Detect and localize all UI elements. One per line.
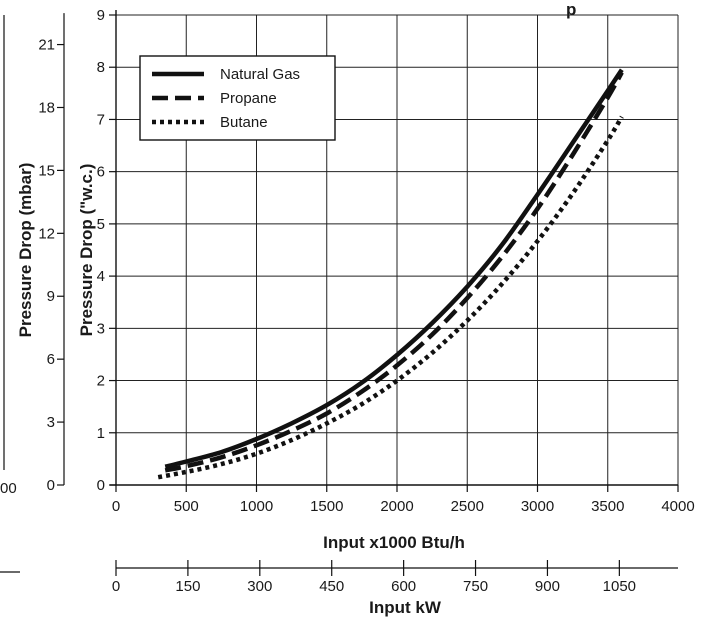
legend-label-natural-gas: Natural Gas (220, 66, 300, 83)
left-partial-tick-label: 00 (0, 480, 17, 497)
x-tick-label: 2500 (451, 498, 484, 515)
x2-tick-label: 750 (463, 578, 488, 595)
series-line-butane (157, 115, 624, 480)
x-tick-label: 4000 (661, 498, 694, 515)
x-tick-label: 1000 (240, 498, 273, 515)
x2-tick-label: 450 (319, 578, 344, 595)
y-tick-label: 8 (97, 59, 105, 76)
x-tick-label: 3500 (591, 498, 624, 515)
chart-axes: 0 500 1000 1500 2000 2500 3000 3500 400001234567… (0, 7, 695, 595)
x2-tick-label: 1050 (603, 578, 636, 595)
y-tick-label: 3 (97, 320, 105, 337)
x-tick-label: 2000 (380, 498, 413, 515)
x2-tick-label: 0 (112, 578, 120, 595)
x2-tick-label: 150 (175, 578, 200, 595)
chart-grid (116, 14, 679, 485)
chart-legend: Natural Gas Propane Butane (139, 55, 336, 141)
series-line-propane (164, 71, 624, 473)
x-tick-label: 500 (174, 498, 199, 515)
y2-tick-label: 21 (38, 37, 55, 54)
x-tick-label: 0 (112, 498, 120, 515)
y-tick-label: 9 (97, 7, 105, 24)
x2-tick-label: 600 (391, 578, 416, 595)
y2-tick-label: 3 (47, 414, 55, 431)
chart-series (157, 68, 624, 480)
x-tick-label: 1500 (310, 498, 343, 515)
legend-label-propane: Propane (220, 90, 277, 107)
y-tick-label: 0 (97, 477, 105, 494)
y-tick-label: 7 (97, 111, 105, 128)
series-line-natural-gas (164, 68, 624, 469)
x2-tick-label: 900 (535, 578, 560, 595)
y-tick-label: 4 (97, 268, 105, 285)
y2-tick-label: 15 (38, 162, 55, 179)
y-tick-label: 6 (97, 164, 105, 181)
legend-label-butane: Butane (220, 114, 268, 131)
x-axis-title: Input x1000 Btu/h (323, 533, 465, 552)
y-tick-label: 2 (97, 373, 105, 390)
y2-tick-label: 6 (47, 351, 55, 368)
y2-tick-label: 12 (38, 225, 55, 242)
y-tick-label: 1 (97, 425, 105, 442)
chart-title-fragment: p (566, 0, 576, 19)
y-axis-title: Pressure Drop ("w.c.) (77, 164, 96, 337)
x2-axis-title: Input kW (369, 598, 442, 617)
legend-box (139, 55, 336, 141)
x2-tick-label: 300 (247, 578, 272, 595)
y-tick-label: 5 (97, 216, 105, 233)
y2-axis-title: Pressure Drop (mbar) (16, 163, 35, 338)
y2-tick-label: 9 (47, 288, 55, 305)
x-tick-label: 3000 (521, 498, 554, 515)
y2-tick-label: 18 (38, 99, 55, 116)
y2-tick-label: 0 (47, 477, 55, 494)
